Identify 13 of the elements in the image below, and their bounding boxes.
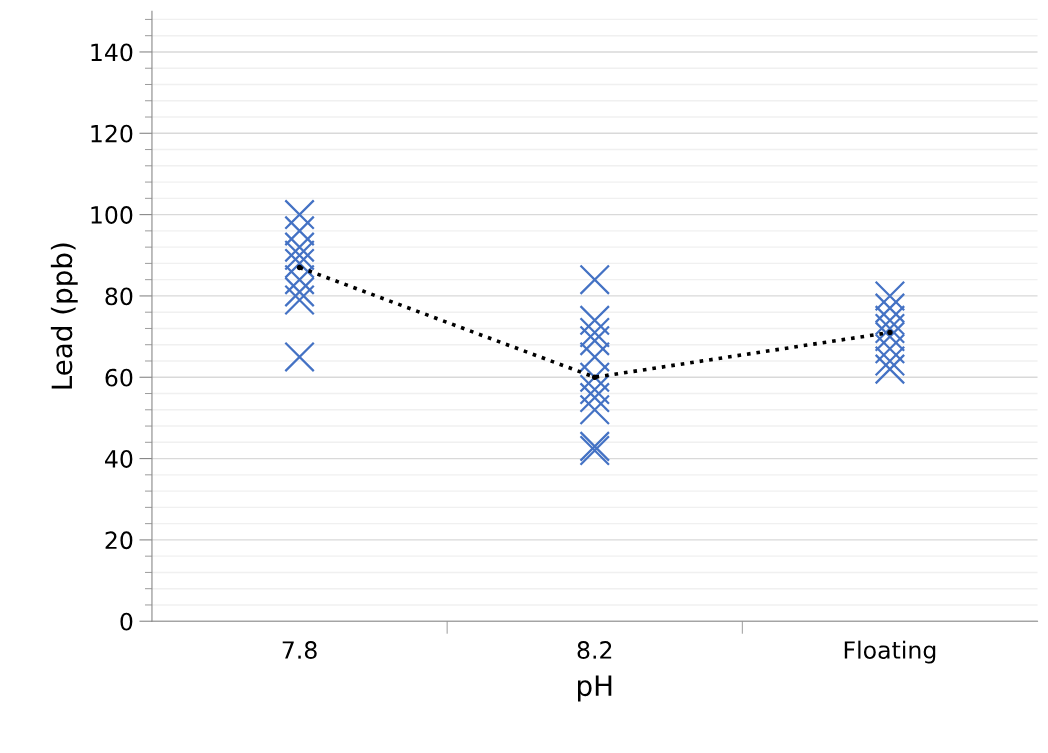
y-tick-label: 100 bbox=[91, 206, 133, 224]
y-tick-label: 40 bbox=[105, 450, 133, 468]
y-tick-label: 120 bbox=[91, 124, 133, 143]
x-axis-title: pH bbox=[578, 675, 612, 702]
y-tick-label: 20 bbox=[105, 531, 133, 550]
x-tick-label: Floating bbox=[844, 640, 936, 664]
y-tick-label: 80 bbox=[105, 287, 133, 306]
x-tick-label: 7.8 bbox=[282, 641, 317, 659]
y-tick-label: 0 bbox=[120, 612, 133, 631]
x-tick-label: 8.2 bbox=[577, 641, 612, 659]
y-tick-label: 60 bbox=[105, 368, 133, 387]
y-tick-label: 140 bbox=[91, 43, 133, 62]
y-axis-title: Lead (ppb) bbox=[50, 243, 78, 389]
